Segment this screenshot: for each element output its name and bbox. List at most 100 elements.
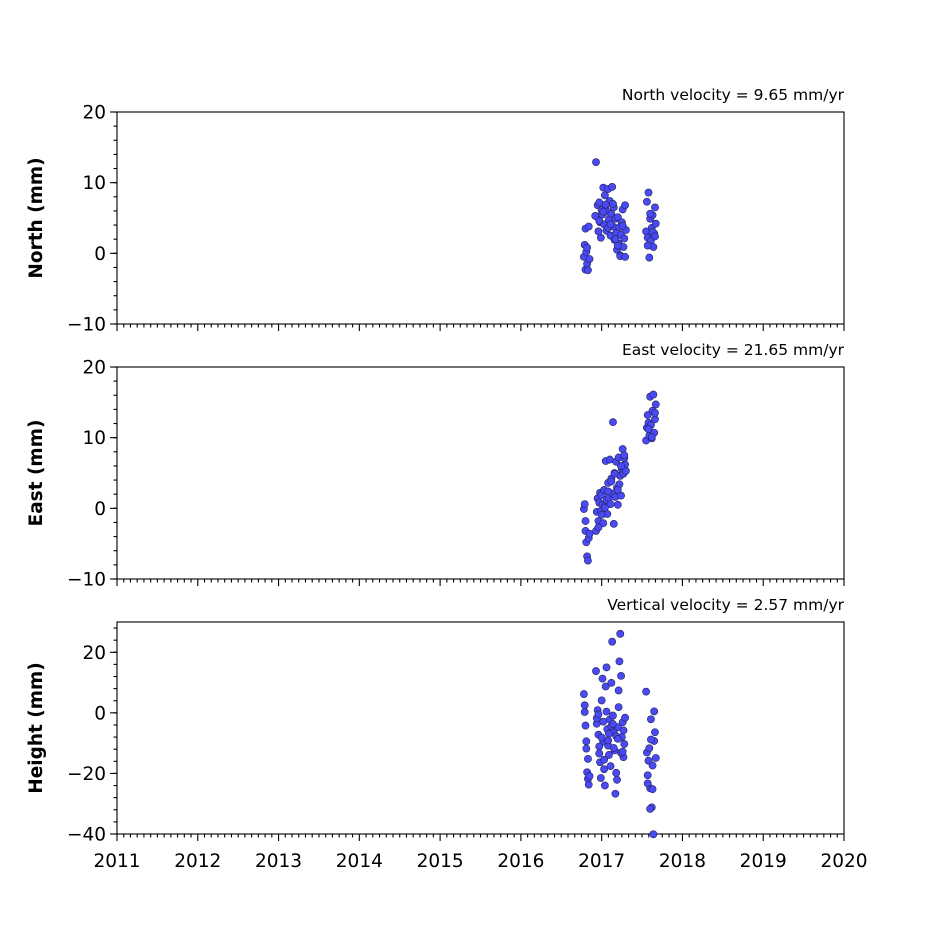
- height-y-axis-label: Height (mm): [26, 662, 47, 794]
- north-data-point: [651, 219, 660, 228]
- height-data-point: [645, 744, 654, 753]
- north-data-point: [643, 197, 651, 206]
- height-plot-frame: [116, 621, 845, 835]
- height-panel: −40 −20 0 20 2011 2012 2013 2014 2015 2016 2017 201…: [26, 596, 868, 872]
- north-data-point: [620, 234, 629, 243]
- height-velocity-annotation: Vertical velocity = 2.57 mm/yr: [607, 596, 844, 614]
- east-data-point: [594, 523, 603, 532]
- height-data-point: [615, 657, 624, 666]
- height-data-point: [651, 728, 659, 737]
- north-panel: −10 0 10 20 North (mm) North velocity = 9.65 …: [26, 86, 845, 336]
- height-data-point: [648, 761, 657, 770]
- east-data-point: [610, 469, 619, 478]
- east-data-point: [597, 510, 606, 519]
- height-data-point: [605, 751, 613, 759]
- height-data-point: [585, 772, 594, 781]
- height-data-point: [643, 771, 652, 780]
- height-data-point: [620, 740, 629, 748]
- height-data-point: [648, 785, 657, 794]
- height-data-point: [598, 674, 607, 683]
- north-data-point: [644, 188, 653, 197]
- height-data-point: [601, 682, 610, 691]
- north-y-axis-label: North (mm): [26, 157, 47, 278]
- height-data-point: [581, 721, 590, 730]
- height-data-point: [602, 663, 611, 672]
- height-data-point: [647, 735, 655, 744]
- height-x-tick-label: 2015: [417, 851, 464, 872]
- east-y-tick-label: 0: [94, 499, 106, 520]
- height-data-point: [584, 754, 592, 763]
- north-y-tick-label: 10: [82, 173, 106, 194]
- height-data-point: [609, 711, 617, 720]
- east-data-point: [620, 451, 629, 460]
- east-panel: −10 0 10 20 East (mm) East velocity = 21.65 m…: [26, 341, 845, 591]
- height-data-point: [613, 735, 622, 743]
- height-x-tick-label: 2013: [255, 851, 302, 872]
- height-data-point: [599, 717, 608, 726]
- height-data-point: [608, 637, 617, 646]
- north-y-tick-label: 0: [94, 244, 106, 265]
- height-data-point: [616, 629, 625, 638]
- height-data-point: [597, 733, 606, 742]
- north-plot-frame: [116, 111, 845, 325]
- east-data-point: [609, 519, 618, 528]
- height-data-point: [600, 765, 608, 774]
- north-data-point: [584, 222, 593, 231]
- height-x-tick-label: 2016: [497, 851, 544, 872]
- east-data-point: [609, 418, 617, 427]
- height-data-point: [580, 708, 589, 716]
- height-data-point: [580, 701, 589, 710]
- height-data-point: [646, 804, 655, 813]
- height-data-point: [582, 737, 591, 746]
- east-y-tick-label: 10: [82, 428, 106, 449]
- height-y-tick-label: −40: [67, 825, 106, 846]
- north-data-point: [601, 200, 610, 209]
- east-data-point: [643, 411, 652, 419]
- east-data-point: [607, 477, 616, 486]
- north-data-point: [621, 201, 629, 210]
- height-data-point: [614, 686, 623, 695]
- height-x-tick-label: 2014: [336, 851, 383, 872]
- north-y-tick-label: 20: [82, 103, 106, 124]
- north-data-point: [595, 216, 604, 225]
- north-data-point: [585, 255, 594, 263]
- north-data-point: [651, 203, 659, 212]
- north-data-point: [621, 252, 629, 261]
- height-data-point: [621, 713, 629, 722]
- height-y-tick-label: −20: [67, 764, 106, 785]
- north-data-point: [595, 198, 604, 207]
- north-data-point: [651, 232, 659, 241]
- north-data-point: [584, 266, 592, 275]
- east-y-axis-label: East (mm): [26, 420, 47, 527]
- north-data-point: [611, 235, 620, 244]
- height-x-tick-label: 2020: [820, 851, 867, 872]
- height-data-point: [595, 749, 604, 758]
- height-data-point: [600, 755, 608, 764]
- east-data-point: [651, 400, 660, 409]
- north-data-point: [645, 253, 654, 262]
- height-data-point: [604, 736, 613, 745]
- north-data-point: [643, 241, 652, 250]
- height-data-point: [651, 754, 660, 762]
- height-data-point: [602, 707, 611, 716]
- height-data-point: [643, 779, 652, 788]
- east-data-point: [651, 409, 659, 417]
- east-plot-frame: [116, 366, 845, 580]
- height-data-point: [584, 780, 593, 789]
- north-data-point: [583, 243, 592, 252]
- north-data-point: [596, 233, 605, 242]
- height-data-point: [579, 690, 588, 698]
- east-data-point: [584, 556, 592, 565]
- height-data-point: [617, 672, 625, 680]
- east-data-point: [617, 462, 625, 470]
- east-data-point: [580, 500, 589, 508]
- east-data-point: [613, 500, 622, 509]
- height-x-tick-label: 2011: [93, 851, 140, 872]
- height-data-point: [647, 715, 655, 724]
- east-data-point: [605, 455, 614, 464]
- east-y-tick-label: 20: [82, 358, 106, 379]
- height-data-point: [611, 789, 620, 798]
- height-data-point: [618, 747, 627, 756]
- east-data-point: [585, 529, 594, 538]
